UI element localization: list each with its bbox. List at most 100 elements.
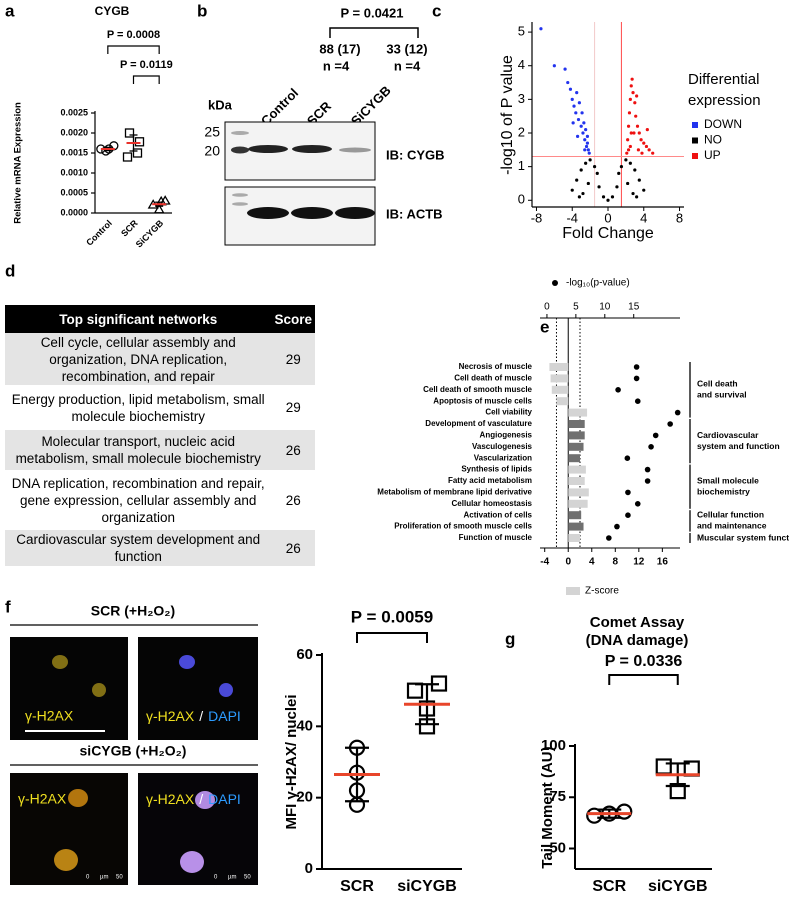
point (627, 111, 632, 115)
point (625, 151, 629, 155)
point (610, 195, 615, 199)
dot (624, 455, 631, 462)
point (575, 178, 579, 182)
quantification: 33 (12) (386, 41, 427, 56)
category-label: Apoptosis of muscle cells (433, 396, 532, 405)
category-label: Cellular homeostasis (452, 499, 533, 508)
x-tick-label: siCYGB (648, 878, 708, 895)
quantification: 88 (17) (319, 41, 360, 56)
bar (551, 385, 569, 394)
band (247, 207, 289, 219)
cell: DNA replication, recombination and repai… (11, 475, 265, 525)
nucleus (219, 683, 233, 697)
table-row: Cell cycle, cellular assembly and organi… (5, 333, 315, 385)
point (586, 148, 590, 152)
point (637, 131, 641, 135)
category-label: Necrosis of muscle (459, 362, 533, 371)
point (601, 195, 606, 199)
legend-swatch (566, 587, 580, 595)
bracket (329, 27, 419, 38)
category-label: Fatty acid metabolism (448, 476, 532, 485)
point (575, 91, 579, 95)
nucleus (195, 791, 215, 809)
x-tick-label: -4 (540, 557, 549, 568)
point (579, 168, 583, 172)
point (624, 158, 628, 162)
bar (568, 511, 582, 520)
bar (568, 442, 584, 451)
bar (550, 374, 569, 383)
p-value: P = 0.0336 (605, 653, 683, 670)
dot (633, 375, 640, 382)
nucleus (54, 849, 78, 871)
group-label: and maintenance (697, 521, 767, 531)
stain-label: γ-H2AX (25, 708, 74, 724)
point (628, 161, 632, 165)
y-tick-label: 0.0000 (60, 207, 88, 217)
cell: 26 (285, 492, 301, 508)
point (669, 782, 686, 800)
bar (549, 363, 569, 371)
counterstain-label: DAPI (208, 708, 241, 724)
chart-title: CYGB (95, 4, 130, 18)
point (635, 195, 639, 199)
category-label: Proliferation of smooth muscle cells (394, 522, 532, 531)
point (583, 148, 587, 152)
group-label: Small molecule (697, 475, 759, 485)
x-axis-label: Fold Change (562, 225, 654, 242)
point (637, 178, 641, 182)
group-label: Cell death (697, 379, 738, 389)
legend-marker (552, 280, 558, 286)
panel-letter: g (505, 629, 515, 648)
point (576, 117, 581, 122)
x2-tick-label: 15 (628, 302, 640, 313)
point (348, 796, 366, 813)
y-tick-label: 4 (518, 57, 525, 72)
point (655, 758, 672, 775)
category-label: Cell death of smooth muscle (423, 385, 532, 394)
cell: Molecular transport, nucleic acid metabo… (5, 430, 272, 470)
point (584, 144, 589, 149)
panel-letter: f (5, 597, 11, 616)
table-row: Energy production, lipid metabolism, sma… (5, 385, 315, 430)
x2-tick-label: 0 (544, 302, 550, 313)
cell: Cardiovascular system development and fu… (5, 530, 272, 566)
legend-title: expression (688, 92, 761, 109)
point (570, 97, 574, 101)
category-label: Cell viability (485, 408, 532, 417)
point (348, 764, 366, 781)
group-label: and survival (697, 390, 747, 400)
mw-marker: 20 (204, 143, 220, 159)
point (630, 77, 634, 81)
y-tick-label: 0.0020 (60, 127, 88, 137)
point (635, 94, 639, 98)
dot (667, 421, 673, 427)
x2-tick-label: 10 (599, 302, 611, 313)
dot (633, 364, 640, 370)
point (570, 188, 574, 192)
point (640, 151, 644, 155)
cell: 26 (271, 430, 315, 470)
band (335, 207, 375, 219)
band (292, 145, 332, 153)
point (418, 700, 436, 717)
p-value: P = 0.0059 (351, 607, 433, 626)
point (134, 137, 145, 147)
dot (634, 501, 641, 507)
point (585, 141, 590, 145)
legend-label: UP (704, 148, 721, 162)
point (406, 682, 424, 699)
antibody-label: IB: ACTB (386, 206, 443, 221)
cell: Energy production, lipid metabolism, sma… (11, 391, 265, 424)
point (586, 807, 603, 824)
mw-marker: 25 (204, 124, 220, 140)
legend-swatch (692, 122, 698, 128)
sample-size: n =4 (394, 58, 421, 73)
y-tick-label: 0.0025 (60, 107, 88, 117)
point (582, 121, 586, 125)
legend-swatch (692, 137, 698, 144)
chart-title: (DNA damage) (586, 632, 689, 649)
point (430, 675, 448, 692)
